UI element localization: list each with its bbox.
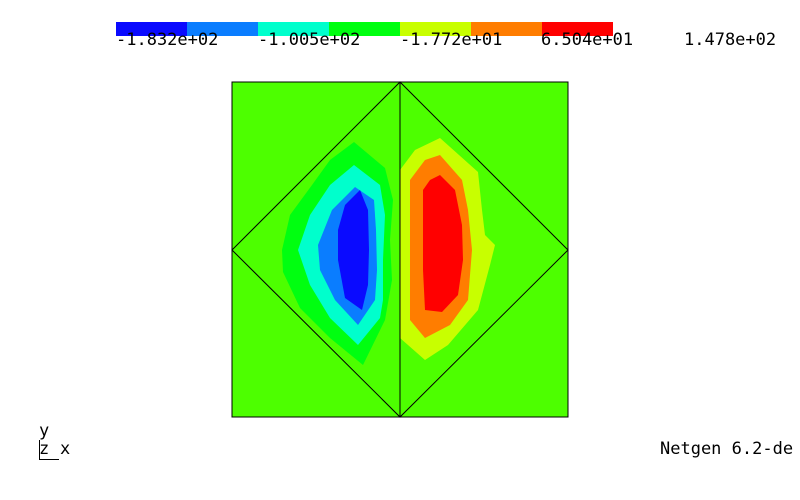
mesh-edges xyxy=(231,81,569,418)
colorbar-segment-2 xyxy=(187,22,258,36)
positive-lobe xyxy=(400,138,495,360)
contour-positive-core xyxy=(423,175,463,312)
colorbar-label-max: 1.478e+02 xyxy=(684,30,777,50)
negative-lobe xyxy=(282,142,393,365)
axis-x-line xyxy=(39,459,59,460)
colorbar-segment-5 xyxy=(400,22,471,36)
axis-z-label: z xyxy=(39,439,50,459)
colorbar-segment-3 xyxy=(258,22,329,36)
colorbar-label-3: -1.772e+01 xyxy=(400,30,503,50)
contour-negative-core xyxy=(338,190,369,310)
version-label: Netgen 6.2-de xyxy=(660,439,794,459)
colorbar-label-4: 6.504e+01 xyxy=(541,30,634,50)
colorbar-segment-1 xyxy=(116,22,187,36)
axis-y-line xyxy=(39,440,40,460)
colorbar-label-2: -1.005e+02 xyxy=(258,30,361,50)
colorbar-segment-6 xyxy=(471,22,542,36)
axis-x-label: x xyxy=(60,439,71,459)
colorbar-segment-4 xyxy=(329,22,400,36)
colorbar-segment-7 xyxy=(542,22,613,36)
colorbar xyxy=(116,22,613,36)
axis-y-label: y xyxy=(39,421,50,441)
colorbar-label-min: -1.832e+02 xyxy=(116,30,219,50)
